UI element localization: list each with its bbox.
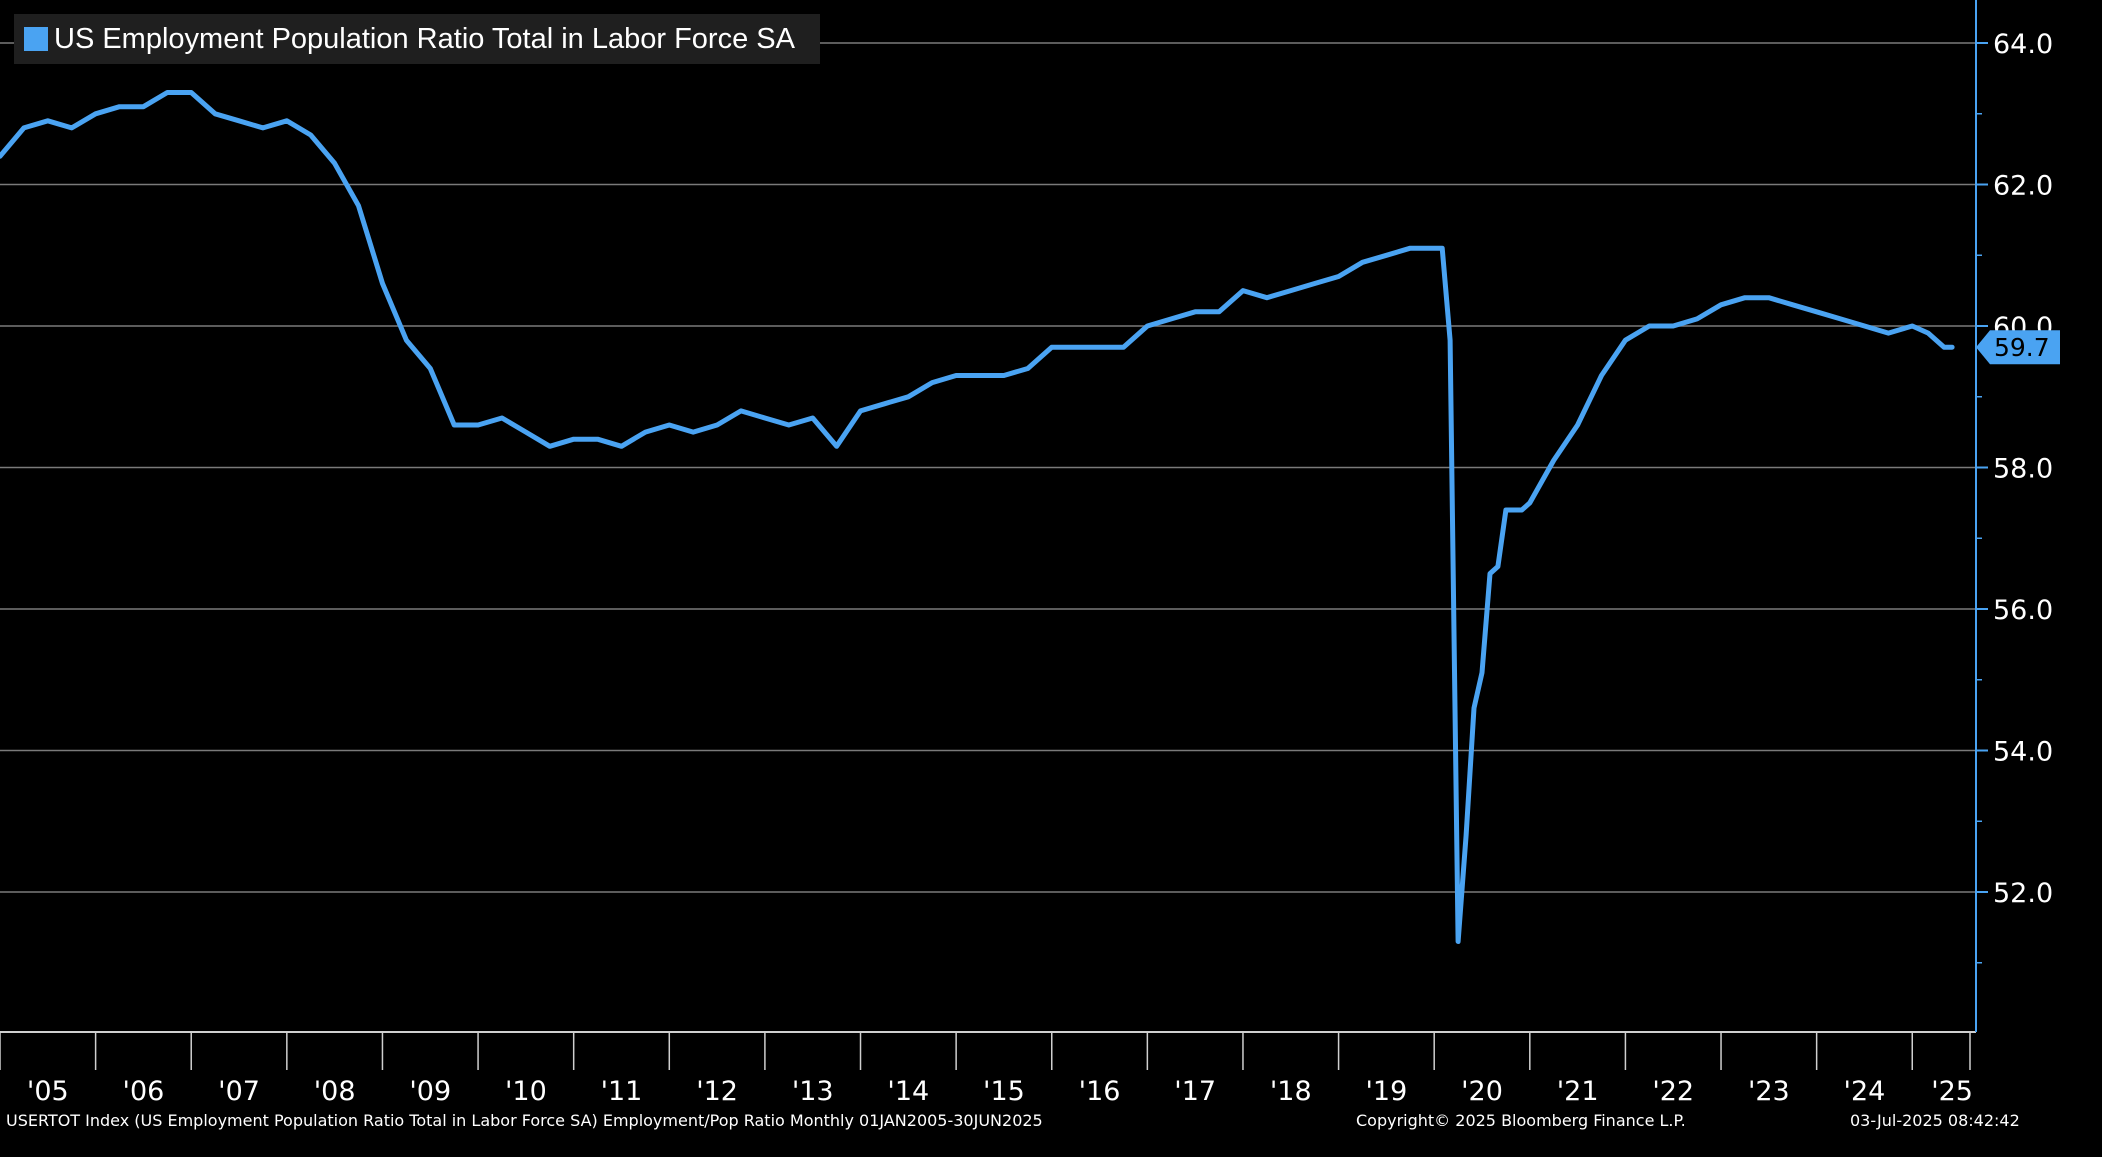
series-group (0, 90, 1955, 944)
x-tick-label: '25 (1931, 1076, 1973, 1107)
y-tick-label: 56.0 (1993, 595, 2053, 626)
footer-timestamp: 03-Jul-2025 08:42:42 (1850, 1111, 2020, 1130)
x-axis: '05 '06 '07 '08 '09 '10 '11 '12 '13 '14 '15 '16 '17 '… (0, 1031, 1976, 1107)
x-tick-label: '22 (1652, 1076, 1694, 1107)
x-tick-label: '10 (505, 1076, 547, 1107)
last-value-badge-bg (1976, 330, 2060, 365)
x-tick-label: '21 (1557, 1076, 1599, 1107)
x-tick-label: '11 (601, 1076, 643, 1107)
y-tick-label: 62.0 (1993, 171, 2053, 202)
y-tick-label: 58.0 (1993, 454, 2053, 485)
legend-label: US Employment Population Ratio Total in … (54, 22, 795, 55)
y-tick-label: 54.0 (1993, 737, 2053, 768)
last-value-label: 59.7 (1994, 333, 2050, 362)
x-tick-label: '17 (1174, 1076, 1216, 1107)
y-tick-label: 52.0 (1993, 878, 2053, 909)
legend-swatch (24, 27, 48, 51)
x-tick-label: '09 (409, 1076, 451, 1107)
x-tick-label: '16 (1079, 1076, 1121, 1107)
series-line (0, 90, 1955, 944)
x-tick-label: '06 (123, 1076, 165, 1107)
footer-description: USERTOT Index (US Employment Population … (6, 1111, 1043, 1130)
footer-copyright: Copyright© 2025 Bloomberg Finance L.P. (1356, 1111, 1686, 1130)
gridlines (0, 42, 1976, 893)
x-tick-label: '20 (1461, 1076, 1503, 1107)
x-tick-label: '12 (696, 1076, 738, 1107)
last-value-badge: 59.7 (1976, 330, 2060, 365)
x-tick-label: '07 (218, 1076, 260, 1107)
x-tick-label: '14 (887, 1076, 929, 1107)
legend[interactable]: US Employment Population Ratio Total in … (14, 14, 820, 64)
x-tick-label: '13 (792, 1076, 834, 1107)
x-tick-label: '18 (1270, 1076, 1312, 1107)
x-tick-label: '08 (314, 1076, 356, 1107)
x-tick-label: '23 (1748, 1076, 1790, 1107)
x-tick-label: '15 (983, 1076, 1025, 1107)
x-tick-label: '24 (1844, 1076, 1886, 1107)
x-tick-label: '19 (1365, 1076, 1407, 1107)
y-axis: 64.062.060.058.056.054.052.0 (1975, 0, 2053, 1032)
x-tick-label: '05 (27, 1076, 69, 1107)
y-tick-label: 64.0 (1993, 29, 2053, 60)
